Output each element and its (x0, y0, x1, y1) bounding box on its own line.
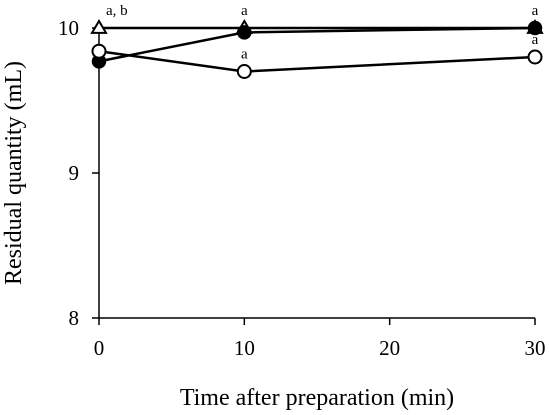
y-tick-label: 10 (58, 16, 79, 40)
x-tick-label: 20 (379, 336, 400, 360)
annotation-label: a (241, 47, 248, 63)
y-tick-label: 9 (69, 161, 80, 185)
y-tick-label: 8 (69, 306, 80, 330)
data-point-open-circle (236, 64, 252, 79)
series-group (90, 19, 544, 79)
series-open-circle (91, 43, 543, 79)
data-point-open-circle (91, 43, 107, 59)
ticks: 8 9 10 0 10 20 30 (58, 16, 546, 360)
data-point-filled-circle (527, 20, 543, 36)
x-tick-label: 0 (94, 336, 105, 360)
series-line-filled-circle (98, 26, 536, 63)
y-axis-title: Residual quantity (mL) (1, 61, 27, 285)
annotation-label: a, b (106, 3, 128, 19)
annotation-label: a (241, 3, 248, 19)
x-tick-label: 30 (525, 336, 546, 360)
annotation-label: a (532, 32, 539, 48)
data-point-open-circle (527, 49, 543, 65)
series-line-open-circle (98, 49, 536, 73)
series-filled-circle (91, 20, 543, 69)
x-axis-title: Time after preparation (min) (180, 385, 454, 411)
data-point-filled-circle (237, 25, 252, 40)
data-point-open-triangle (90, 19, 108, 34)
axes (98, 22, 535, 319)
annotation-label: a (532, 3, 539, 19)
x-tick-label: 10 (234, 336, 255, 360)
